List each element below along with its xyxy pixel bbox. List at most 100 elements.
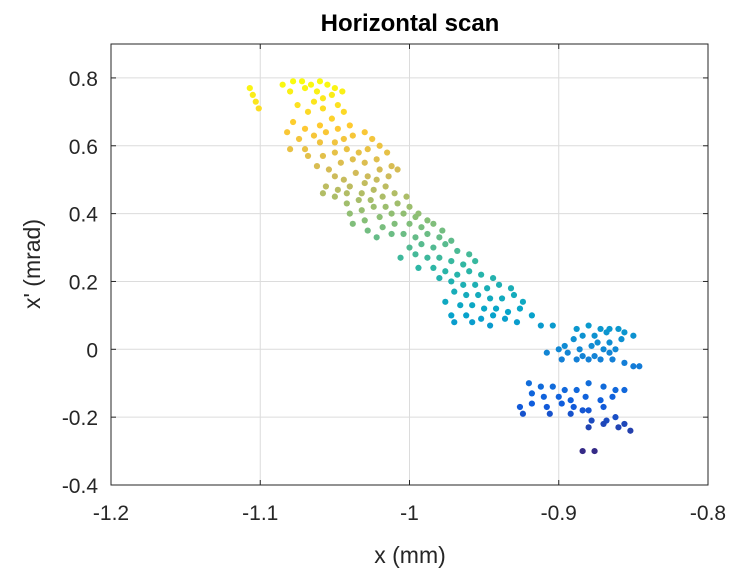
data-point xyxy=(615,424,622,431)
data-point xyxy=(543,403,550,411)
data-point xyxy=(546,410,553,417)
data-point xyxy=(295,135,303,143)
data-point xyxy=(466,268,473,275)
data-point xyxy=(600,420,607,428)
data-point xyxy=(430,244,437,251)
data-point xyxy=(504,308,512,316)
data-point xyxy=(606,339,613,346)
data-point xyxy=(588,342,595,350)
data-point xyxy=(384,149,391,156)
data-point xyxy=(436,234,443,241)
y-tick-label: 0.4 xyxy=(69,204,99,227)
data-point xyxy=(606,349,613,356)
data-point xyxy=(451,319,458,326)
data-point xyxy=(585,356,592,363)
data-point xyxy=(621,359,628,366)
data-point xyxy=(301,146,309,153)
data-point xyxy=(339,88,346,95)
grid-lines xyxy=(110,44,709,486)
data-point xyxy=(340,108,347,115)
data-point xyxy=(379,224,386,231)
data-point xyxy=(540,393,547,400)
data-point xyxy=(331,173,338,180)
data-point xyxy=(597,325,604,333)
data-point xyxy=(516,403,524,411)
data-point xyxy=(469,319,476,326)
data-point xyxy=(469,302,476,309)
data-point xyxy=(304,108,312,115)
data-point xyxy=(495,281,503,288)
data-point xyxy=(570,336,577,343)
data-point xyxy=(412,251,419,258)
data-point xyxy=(430,264,437,271)
data-point xyxy=(370,203,377,210)
data-point xyxy=(481,305,488,312)
data-point xyxy=(478,271,485,278)
data-point xyxy=(489,312,497,319)
data-point xyxy=(373,156,380,163)
data-point xyxy=(537,383,544,390)
data-point xyxy=(484,285,491,292)
data-point xyxy=(289,118,297,126)
data-point xyxy=(307,81,315,88)
data-point xyxy=(600,383,607,390)
data-point xyxy=(382,183,389,190)
data-point xyxy=(324,81,331,88)
data-point xyxy=(519,298,527,305)
axis-ticks: -1.2 -1.1 -1 -0.9 -0.8 -0.4 -0.2 0 0.2 0.4 0.6 0.8 xyxy=(62,44,726,525)
data-point xyxy=(525,380,533,387)
data-point xyxy=(570,403,577,411)
data-point xyxy=(246,85,253,92)
data-point xyxy=(603,329,610,336)
data-point xyxy=(313,88,321,95)
data-point xyxy=(287,146,294,153)
data-point xyxy=(252,98,259,105)
data-point xyxy=(289,78,297,85)
data-point xyxy=(579,332,586,339)
data-point xyxy=(373,176,380,183)
data-point xyxy=(313,163,321,170)
data-point xyxy=(543,349,550,356)
data-point xyxy=(388,163,395,170)
data-point xyxy=(373,234,380,241)
data-point xyxy=(430,220,437,227)
data-point xyxy=(442,241,449,248)
data-point xyxy=(585,424,592,431)
data-point xyxy=(630,332,637,339)
data-point xyxy=(579,447,586,455)
data-point xyxy=(567,397,574,404)
data-point xyxy=(591,352,598,360)
data-point xyxy=(355,149,362,156)
data-point xyxy=(475,291,482,299)
data-point xyxy=(406,244,413,251)
data-point xyxy=(507,285,515,292)
data-point xyxy=(284,129,291,136)
data-point xyxy=(519,410,527,417)
data-point xyxy=(346,210,353,217)
data-point xyxy=(612,346,619,353)
data-point xyxy=(579,352,586,360)
data-point xyxy=(454,271,461,278)
data-point xyxy=(334,186,341,193)
data-point xyxy=(358,190,365,197)
data-point xyxy=(451,288,458,295)
data-point xyxy=(528,400,535,407)
data-point xyxy=(424,217,431,224)
data-point xyxy=(294,101,301,109)
data-point xyxy=(442,268,449,275)
data-point xyxy=(361,217,368,224)
y-axis-title: x' (mrad) xyxy=(19,219,45,309)
data-point xyxy=(388,230,395,238)
data-point xyxy=(367,196,374,204)
data-point xyxy=(376,213,383,221)
data-point xyxy=(472,258,479,265)
data-point xyxy=(486,322,494,329)
data-point xyxy=(436,274,443,282)
data-point xyxy=(591,447,598,455)
data-point xyxy=(249,91,256,98)
data-point xyxy=(555,393,562,400)
data-point xyxy=(331,193,338,200)
data-point xyxy=(331,149,338,156)
data-point xyxy=(301,85,309,92)
data-point xyxy=(331,85,338,92)
